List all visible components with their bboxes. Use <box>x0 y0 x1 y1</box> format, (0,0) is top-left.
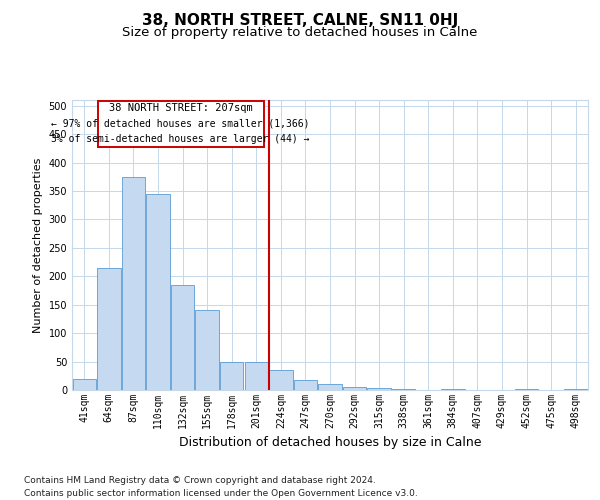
Bar <box>196 310 219 390</box>
Bar <box>122 177 145 390</box>
Bar <box>319 384 341 390</box>
Y-axis label: Number of detached properties: Number of detached properties <box>33 158 43 332</box>
Text: Size of property relative to detached houses in Calne: Size of property relative to detached ho… <box>122 26 478 39</box>
Bar <box>245 362 268 390</box>
Bar <box>146 194 170 390</box>
Text: 38, NORTH STREET, CALNE, SN11 0HJ: 38, NORTH STREET, CALNE, SN11 0HJ <box>142 12 458 28</box>
Bar <box>73 378 96 390</box>
Bar <box>367 388 391 390</box>
Text: 3% of semi-detached houses are larger (44) →: 3% of semi-detached houses are larger (4… <box>52 134 310 143</box>
Text: ← 97% of detached houses are smaller (1,366): ← 97% of detached houses are smaller (1,… <box>52 118 310 128</box>
Bar <box>269 370 293 390</box>
Bar <box>171 285 194 390</box>
Bar <box>343 387 366 390</box>
Text: Contains HM Land Registry data © Crown copyright and database right 2024.: Contains HM Land Registry data © Crown c… <box>24 476 376 485</box>
Bar <box>97 268 121 390</box>
Bar <box>220 362 244 390</box>
FancyBboxPatch shape <box>98 101 263 146</box>
Text: 38 NORTH STREET: 207sqm: 38 NORTH STREET: 207sqm <box>109 104 253 114</box>
Bar <box>294 380 317 390</box>
X-axis label: Distribution of detached houses by size in Calne: Distribution of detached houses by size … <box>179 436 481 450</box>
Text: Contains public sector information licensed under the Open Government Licence v3: Contains public sector information licen… <box>24 489 418 498</box>
